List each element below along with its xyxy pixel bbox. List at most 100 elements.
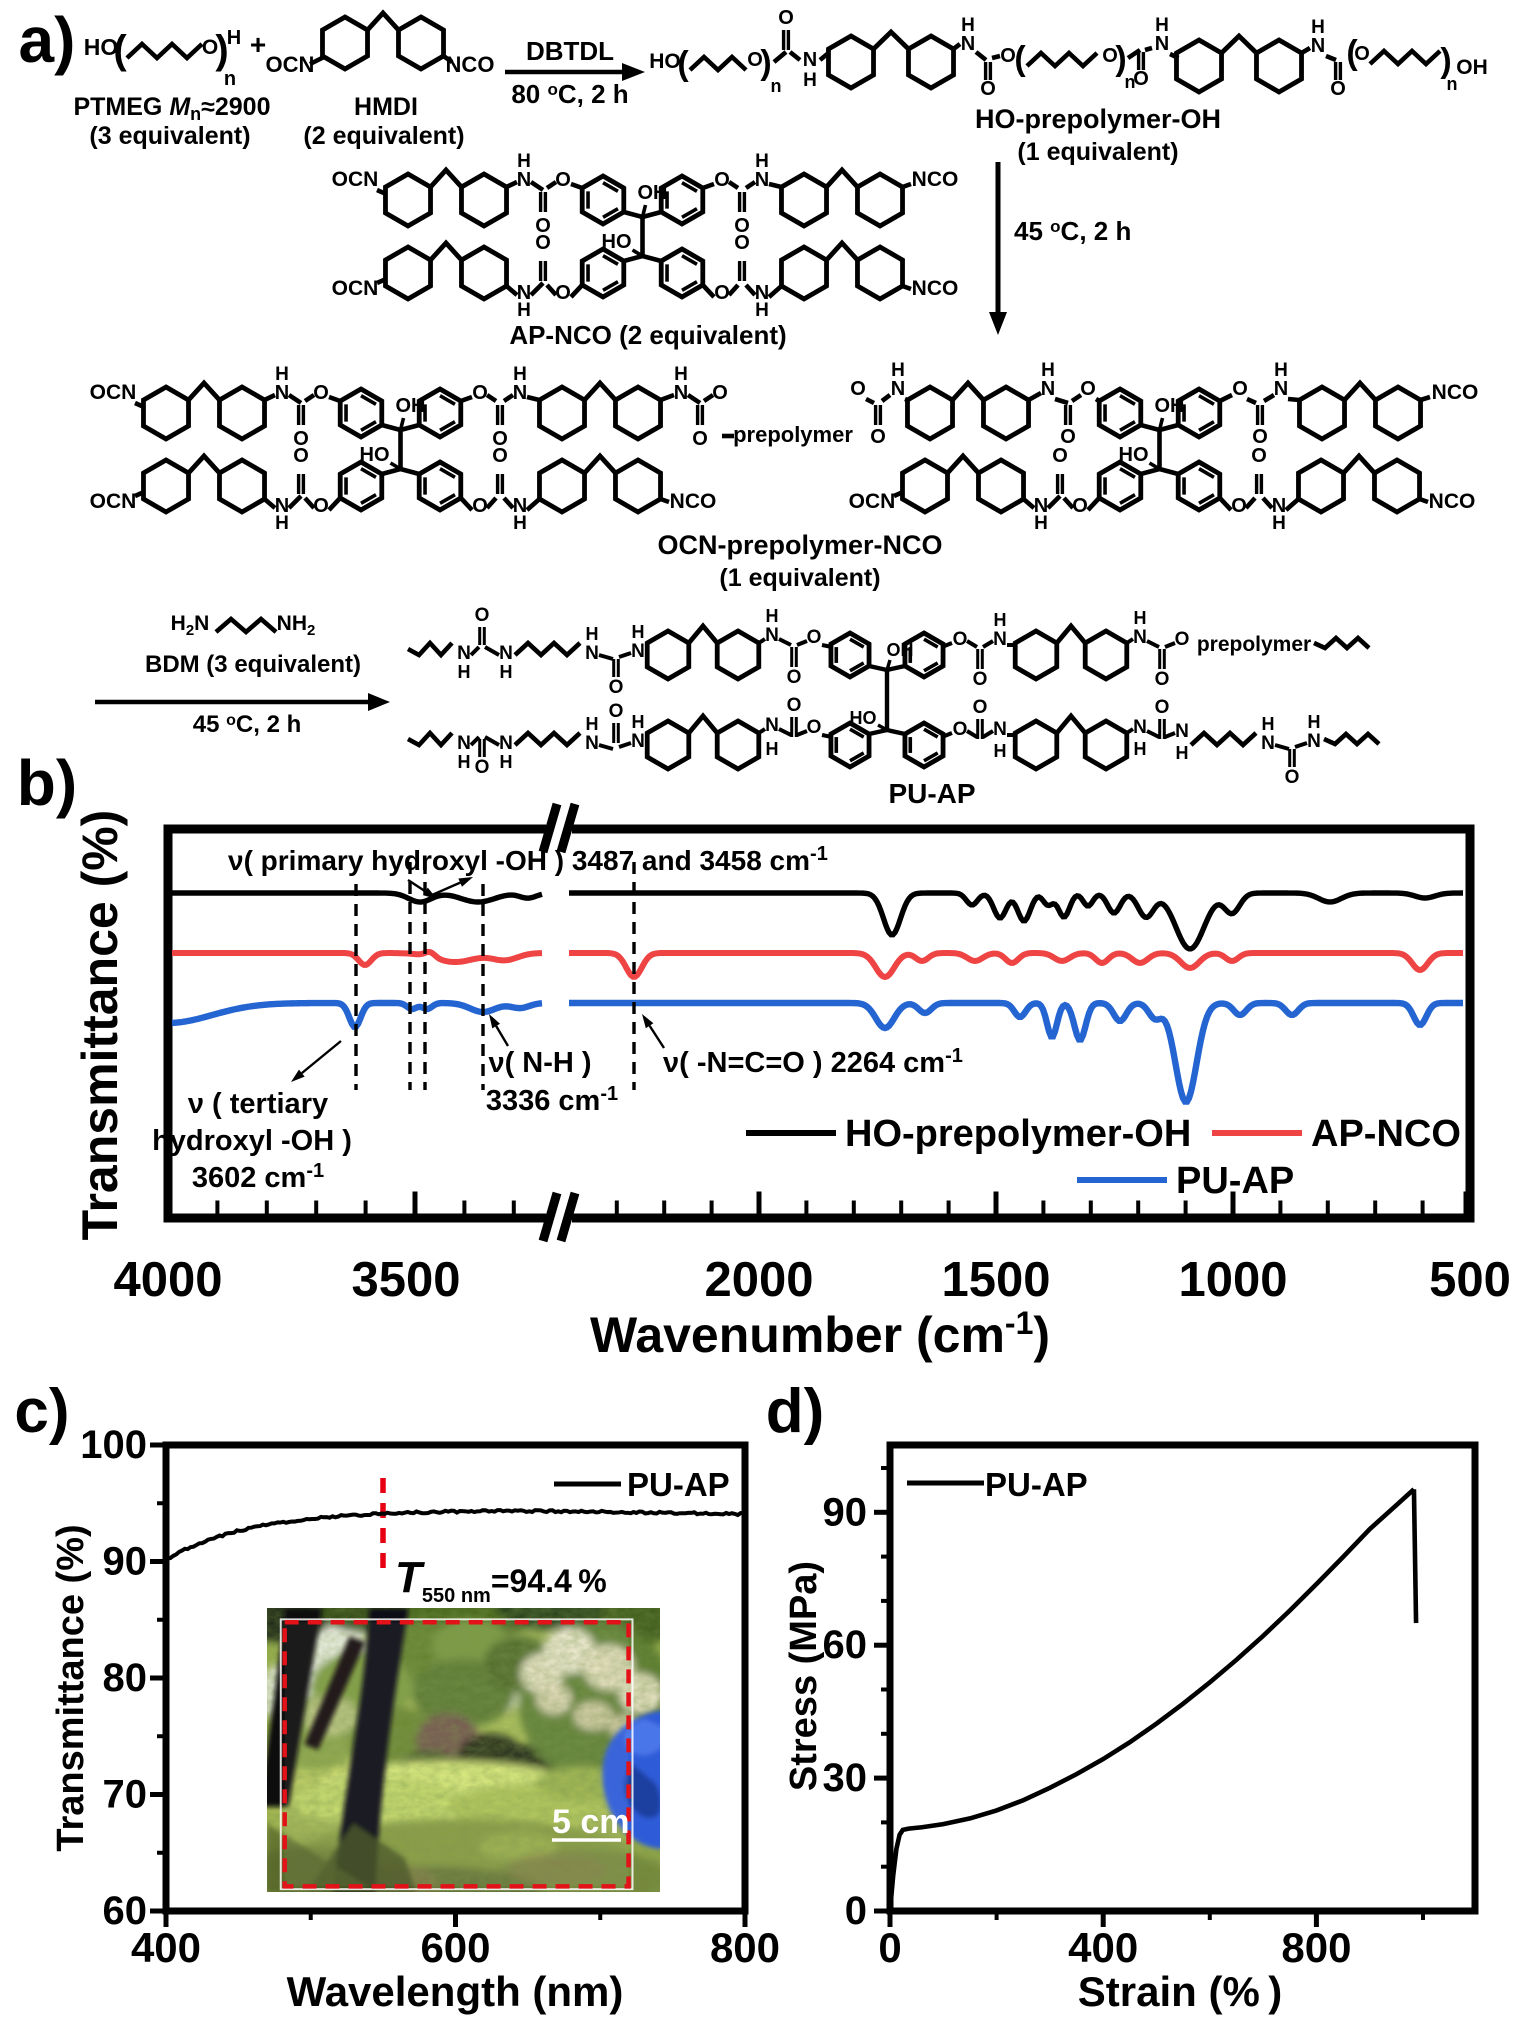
svg-text:HO: HO — [360, 444, 390, 466]
svg-text:2000: 2000 — [704, 1253, 813, 1307]
svg-text:O: O — [1000, 45, 1016, 67]
svg-text:ν( -N=C=O ) 2264 cm-1: ν( -N=C=O ) 2264 cm-1 — [663, 1045, 963, 1079]
svg-text:O: O — [714, 282, 730, 304]
svg-text:N: N — [1133, 717, 1147, 738]
svg-text:N: N — [755, 282, 769, 304]
svg-text:90: 90 — [103, 1540, 148, 1584]
svg-text:O: O — [747, 49, 763, 71]
svg-text:O: O — [734, 215, 750, 237]
svg-text:H: H — [994, 610, 1007, 630]
svg-text:O: O — [1102, 45, 1118, 67]
svg-text:400: 400 — [1068, 1924, 1138, 1971]
svg-text:400: 400 — [131, 1924, 201, 1971]
svg-text:HO: HO — [1119, 444, 1149, 466]
svg-text:H: H — [755, 300, 769, 321]
svg-text:N: N — [517, 169, 531, 191]
svg-text:prepolymer: prepolymer — [733, 422, 853, 447]
svg-text:(1 equivalent): (1 equivalent) — [1017, 138, 1178, 166]
svg-text:): ) — [1440, 42, 1451, 80]
svg-text:HMDI: HMDI — [354, 93, 418, 121]
svg-text:45 oC, 2 h: 45 oC, 2 h — [193, 711, 302, 738]
svg-text:O: O — [734, 232, 750, 254]
svg-text:O: O — [807, 717, 822, 738]
svg-text:HO: HO — [649, 50, 681, 73]
svg-text:N: N — [891, 378, 905, 400]
svg-text:NH2: NH2 — [277, 612, 316, 639]
svg-text:NCO: NCO — [912, 168, 959, 191]
svg-text:H: H — [766, 739, 779, 759]
svg-text:H: H — [891, 360, 905, 381]
svg-text:O: O — [712, 382, 728, 404]
svg-text:OCN: OCN — [332, 168, 379, 191]
svg-text:H: H — [275, 513, 289, 534]
svg-text:NCO: NCO — [446, 52, 495, 77]
svg-text:OCN: OCN — [90, 490, 137, 513]
svg-text:H: H — [1041, 360, 1055, 381]
svg-text:OH: OH — [396, 395, 426, 417]
svg-text:N: N — [631, 731, 645, 752]
svg-text:O: O — [953, 719, 968, 740]
svg-text:N: N — [1261, 733, 1275, 754]
svg-text:N: N — [631, 641, 645, 662]
svg-text:N: N — [1307, 731, 1321, 752]
svg-text:N: N — [674, 382, 688, 404]
svg-text:(: ( — [1014, 40, 1026, 78]
svg-text:H: H — [766, 606, 779, 626]
svg-text:H: H — [1274, 360, 1288, 381]
svg-text:70: 70 — [103, 1773, 148, 1817]
svg-text:H: H — [674, 364, 688, 385]
svg-text:O: O — [472, 382, 488, 404]
svg-text:N: N — [499, 643, 513, 664]
svg-text:O: O — [1080, 378, 1096, 400]
svg-text:Wavenumber (cm-1): Wavenumber (cm-1) — [590, 1305, 1050, 1363]
svg-text:H: H — [1155, 15, 1169, 36]
svg-text:0: 0 — [845, 1889, 867, 1933]
svg-text:N: N — [585, 733, 599, 754]
svg-text:N: N — [1041, 378, 1055, 400]
svg-text:O: O — [492, 428, 508, 450]
svg-text:H: H — [1134, 739, 1147, 759]
svg-text:H: H — [517, 300, 531, 321]
svg-text:O: O — [980, 78, 996, 100]
svg-text:NCO: NCO — [912, 277, 959, 300]
svg-text:HO: HO — [850, 708, 877, 728]
svg-text:AP-NCO: AP-NCO — [1311, 1113, 1461, 1155]
svg-text:+: + — [250, 29, 266, 60]
svg-text:O: O — [1354, 43, 1370, 65]
svg-text:O: O — [787, 667, 802, 688]
svg-text:O: O — [1155, 669, 1170, 690]
svg-text:H: H — [994, 741, 1007, 761]
svg-text:(1 equivalent): (1 equivalent) — [719, 564, 880, 592]
svg-text:H: H — [513, 364, 527, 385]
svg-text:N: N — [1133, 627, 1147, 648]
svg-text:H: H — [632, 712, 645, 732]
svg-text:600: 600 — [420, 1924, 490, 1971]
svg-text:N: N — [1311, 35, 1325, 57]
svg-text:OH: OH — [1456, 56, 1488, 79]
svg-text:H: H — [586, 714, 599, 734]
svg-text:O: O — [1252, 426, 1268, 448]
svg-text:N: N — [961, 33, 975, 55]
svg-text:n: n — [771, 76, 782, 96]
svg-text:H: H — [1272, 513, 1286, 534]
svg-text:): ) — [215, 28, 228, 72]
svg-text:O: O — [714, 169, 730, 191]
svg-text:N: N — [513, 495, 527, 517]
svg-text:H: H — [500, 662, 513, 682]
svg-text:3336 cm-1: 3336 cm-1 — [486, 1083, 618, 1117]
svg-text:60: 60 — [103, 1889, 148, 1933]
svg-text:N: N — [513, 382, 527, 404]
svg-text:O: O — [870, 426, 886, 448]
svg-text:O: O — [692, 428, 708, 450]
svg-text:500: 500 — [1429, 1253, 1511, 1307]
svg-text:O: O — [953, 629, 968, 650]
svg-text:T550 nm=94.4 %: T550 nm=94.4 % — [395, 1553, 607, 1607]
svg-text:Strain (% ): Strain (% ) — [1078, 1968, 1282, 2015]
svg-text:OH: OH — [638, 182, 668, 204]
svg-text:NCO: NCO — [670, 490, 717, 513]
svg-text:O: O — [1052, 445, 1068, 467]
svg-text:O: O — [1155, 697, 1170, 718]
svg-text:0: 0 — [878, 1924, 901, 1971]
svg-text:O: O — [555, 169, 571, 191]
svg-text:PU-AP: PU-AP — [985, 1466, 1088, 1503]
